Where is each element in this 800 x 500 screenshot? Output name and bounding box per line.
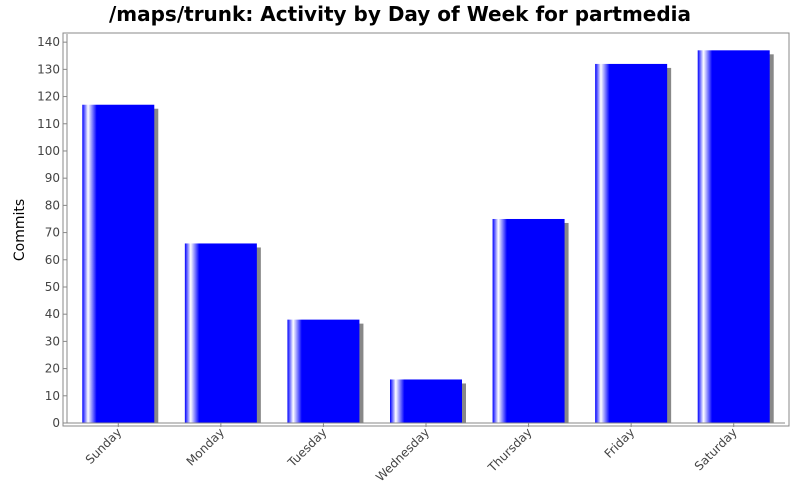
x-tick-label: Thursday: [485, 425, 535, 475]
x-tick-label: Sunday: [83, 425, 125, 467]
x-tick-label: Wednesday: [373, 425, 432, 484]
y-tick-label: 0: [52, 416, 60, 430]
bar-saturday: [697, 50, 770, 423]
y-tick-label: 60: [45, 253, 60, 267]
y-tick-label: 40: [45, 307, 60, 321]
bar-monday: [184, 243, 257, 423]
y-tick-label: 130: [37, 62, 60, 76]
x-axis: Sunday Monday Tuesday Wednesday Thursday Frid…: [67, 422, 785, 484]
bar-thursday: [492, 218, 565, 423]
y-tick-label: 80: [45, 198, 60, 212]
y-tick-label: 110: [37, 117, 60, 131]
y-tick-label: 20: [45, 362, 60, 376]
plot-area: [62, 32, 790, 427]
y-tick-label: 140: [37, 35, 60, 49]
x-tick-label: Monday: [184, 425, 227, 468]
y-tick-label: 70: [45, 226, 60, 240]
bar-tuesday: [287, 319, 360, 423]
y-tick-label: 10: [45, 389, 60, 403]
bar-sunday: [82, 104, 155, 424]
chart-title: /maps/trunk: Activity by Day of Week for…: [108, 2, 692, 26]
y-tick-label: 100: [37, 144, 60, 158]
y-tick-label: 90: [45, 171, 60, 185]
bar-wednesday: [390, 379, 462, 423]
y-axis: 0 10 20 30 40 50 60 70 80 90 100 110 120 130 140: [37, 34, 68, 430]
bar-friday: [595, 63, 668, 424]
y-tick-label: 50: [45, 280, 60, 294]
x-tick-label: Saturday: [692, 425, 740, 473]
bars: [82, 50, 770, 424]
y-tick-label: 30: [45, 334, 60, 348]
y-axis-title: Commits: [12, 199, 28, 261]
y-tick-label: 120: [37, 90, 60, 104]
x-tick-label: Tuesday: [284, 425, 329, 470]
x-tick-label: Friday: [602, 425, 638, 461]
